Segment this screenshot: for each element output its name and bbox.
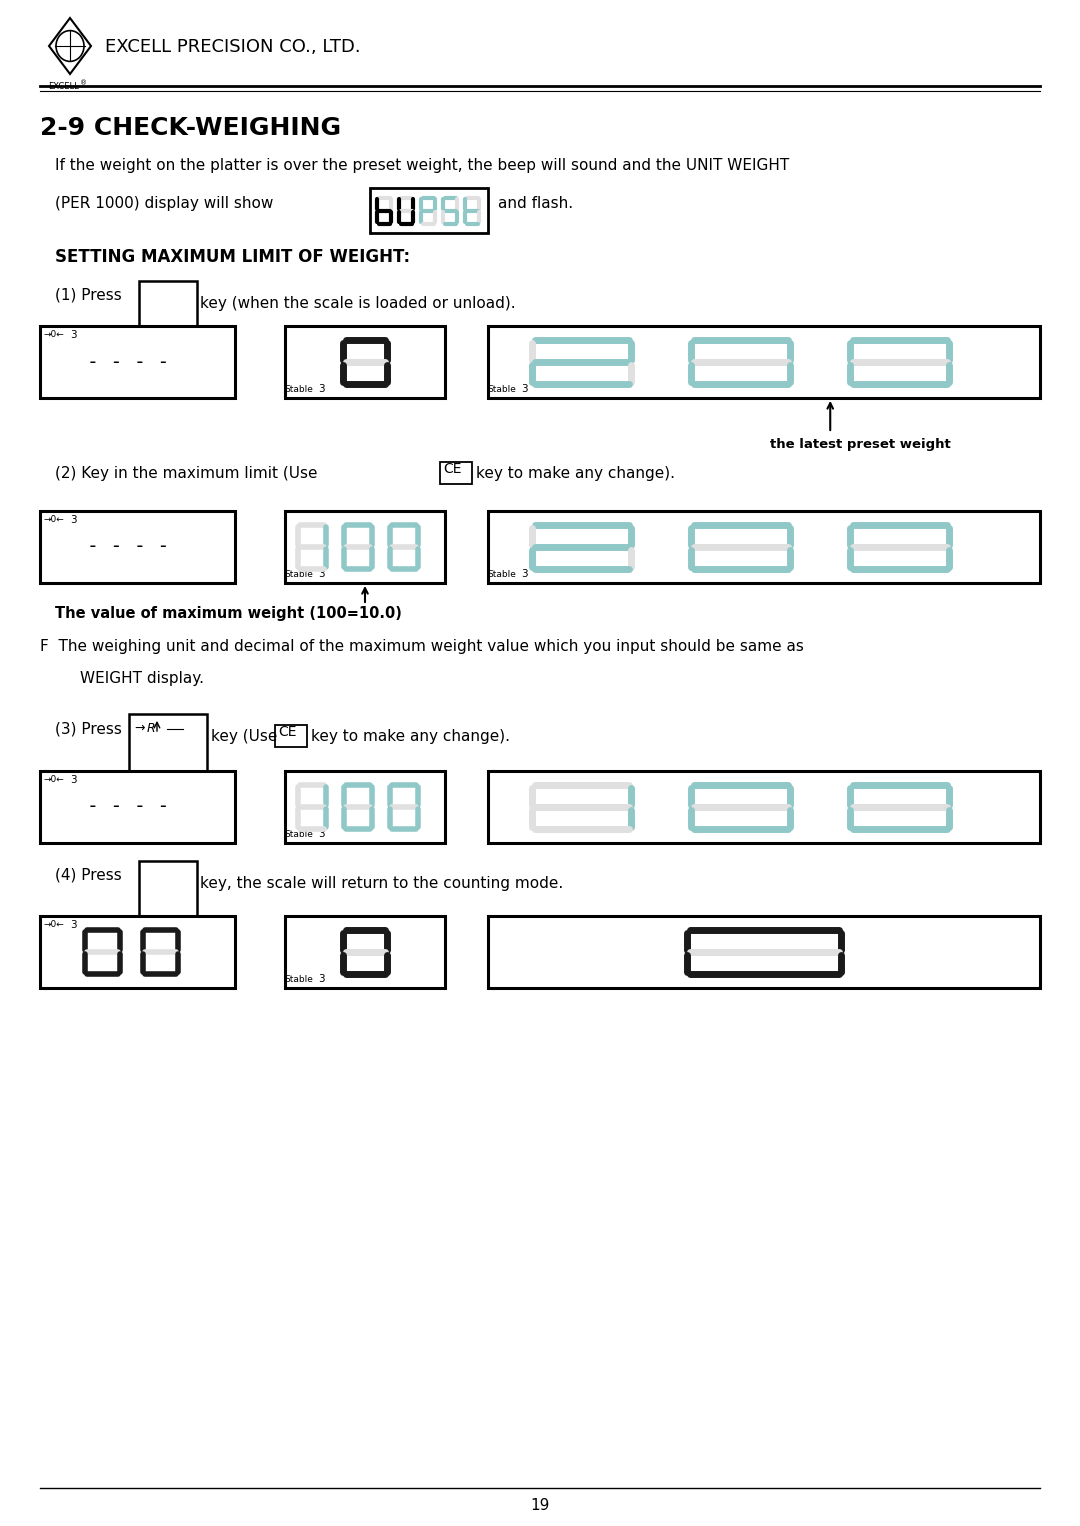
Text: Stable: Stable bbox=[487, 571, 516, 578]
Bar bbox=[129, 714, 207, 772]
Bar bbox=[488, 771, 1040, 842]
Text: key to make any change).: key to make any change). bbox=[311, 729, 510, 745]
Text: Stable: Stable bbox=[284, 830, 313, 839]
Text: key to make any change).: key to make any change). bbox=[476, 465, 675, 481]
Text: 3: 3 bbox=[70, 330, 77, 340]
Bar bbox=[275, 725, 307, 748]
Text: - - - -: - - - - bbox=[86, 798, 168, 816]
Bar bbox=[370, 188, 488, 233]
Bar bbox=[40, 916, 235, 987]
Text: EXCELL: EXCELL bbox=[48, 82, 79, 92]
Text: key (when the scale is loaded or unload).: key (when the scale is loaded or unload)… bbox=[200, 296, 515, 311]
Bar bbox=[40, 511, 235, 583]
Text: →0←: →0← bbox=[44, 330, 65, 339]
Text: key (Use: key (Use bbox=[211, 729, 278, 745]
Text: 3: 3 bbox=[318, 974, 325, 984]
Text: 3: 3 bbox=[70, 920, 77, 929]
Bar bbox=[285, 916, 445, 987]
Text: 3: 3 bbox=[521, 385, 528, 394]
Text: 3: 3 bbox=[521, 569, 528, 578]
Text: Stable: Stable bbox=[284, 385, 313, 394]
Text: →0←: →0← bbox=[44, 920, 65, 929]
Text: 3: 3 bbox=[318, 569, 325, 578]
Bar bbox=[167, 722, 183, 736]
Bar bbox=[488, 511, 1040, 583]
Text: EXCELL PRECISION CO., LTD.: EXCELL PRECISION CO., LTD. bbox=[105, 38, 361, 56]
Text: →0←: →0← bbox=[44, 775, 65, 784]
Circle shape bbox=[131, 964, 136, 971]
Text: If the weight on the platter is over the preset weight, the beep will sound and : If the weight on the platter is over the… bbox=[55, 159, 789, 172]
Text: F  The weighing unit and decimal of the maximum weight value which you input sho: F The weighing unit and decimal of the m… bbox=[40, 639, 804, 655]
Bar bbox=[285, 511, 445, 583]
Text: 3: 3 bbox=[318, 829, 325, 839]
Text: (PER 1000) display will show: (PER 1000) display will show bbox=[55, 195, 273, 211]
Bar bbox=[139, 281, 197, 339]
Text: - - - -: - - - - bbox=[86, 537, 168, 557]
Text: (1) Press: (1) Press bbox=[55, 288, 122, 304]
Bar bbox=[440, 462, 472, 484]
Text: 19: 19 bbox=[530, 1499, 550, 1512]
Text: - - - -: - - - - bbox=[86, 353, 168, 371]
Text: Stable: Stable bbox=[284, 571, 313, 578]
Text: The value of maximum weight (100=10.0): The value of maximum weight (100=10.0) bbox=[55, 606, 402, 621]
Bar bbox=[40, 327, 235, 398]
Bar bbox=[488, 327, 1040, 398]
Bar bbox=[488, 916, 1040, 987]
Text: 3: 3 bbox=[70, 514, 77, 525]
Text: CE: CE bbox=[278, 725, 297, 739]
Bar bbox=[285, 327, 445, 398]
Text: →0←: →0← bbox=[44, 514, 65, 523]
Text: key, the scale will return to the counting mode.: key, the scale will return to the counti… bbox=[200, 876, 564, 891]
Bar bbox=[139, 861, 197, 919]
Text: Stable: Stable bbox=[284, 975, 313, 984]
Text: and flash.: and flash. bbox=[498, 195, 573, 211]
Text: ®: ® bbox=[80, 79, 87, 85]
Text: R: R bbox=[147, 722, 156, 736]
Text: 3: 3 bbox=[70, 775, 77, 784]
Text: (4) Press: (4) Press bbox=[55, 868, 122, 884]
Text: Stable: Stable bbox=[487, 385, 516, 394]
Text: →: → bbox=[134, 722, 145, 736]
Text: 3: 3 bbox=[318, 385, 325, 394]
Text: the latest preset weight: the latest preset weight bbox=[770, 438, 951, 452]
Bar bbox=[40, 771, 235, 842]
Text: SETTING MAXIMUM LIMIT OF WEIGHT:: SETTING MAXIMUM LIMIT OF WEIGHT: bbox=[55, 249, 410, 266]
Text: 2-9 CHECK-WEIGHING: 2-9 CHECK-WEIGHING bbox=[40, 116, 341, 140]
Text: WEIGHT display.: WEIGHT display. bbox=[80, 671, 204, 687]
Text: (2) Key in the maximum limit (Use: (2) Key in the maximum limit (Use bbox=[55, 465, 318, 481]
Bar bbox=[285, 771, 445, 842]
Text: CE: CE bbox=[443, 462, 461, 476]
Text: (3) Press: (3) Press bbox=[55, 720, 122, 736]
